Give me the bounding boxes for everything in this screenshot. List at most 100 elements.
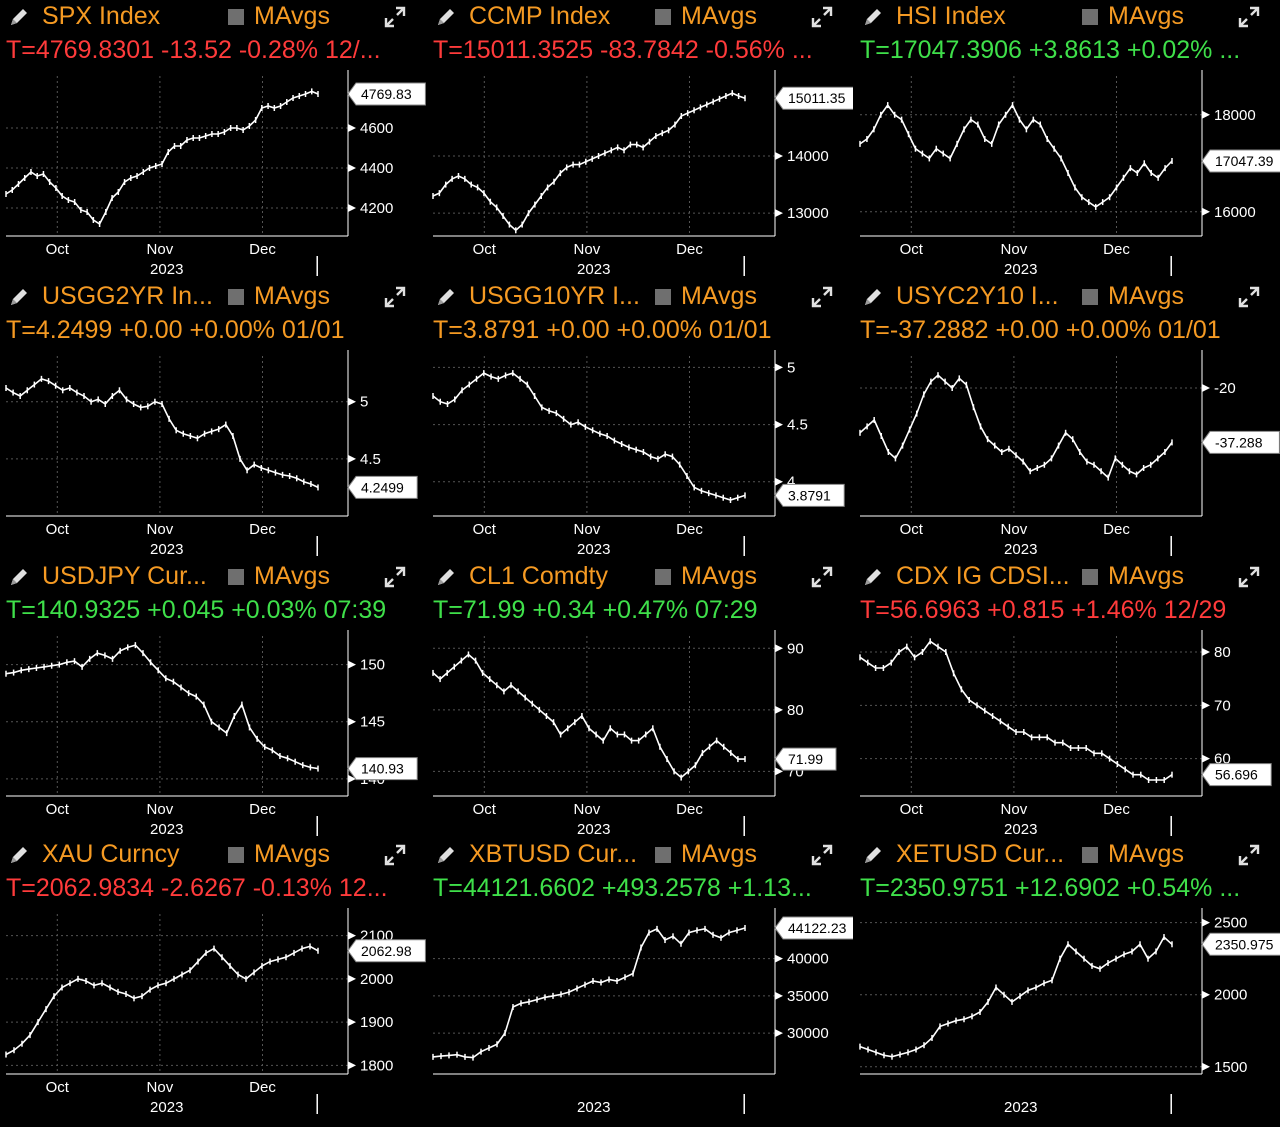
price-chart[interactable]: 30000 35000 40000 2023 44122.23 (427, 906, 853, 1116)
price-chart[interactable]: 13000 14000 Oct Nov Dec 2023 15011.35 (427, 68, 853, 278)
ticker-label[interactable]: HSI Index (896, 2, 1006, 30)
mavgs-label[interactable]: MAvgs (1108, 840, 1184, 868)
price-chart[interactable]: 4 4.5 5 Oct Nov Dec 2023 3.8791 (427, 348, 853, 558)
mavgs-label[interactable]: MAvgs (254, 562, 330, 590)
chart-panel[interactable]: SPX Index MAvgs T=4769.8301 -13.52 -0.28% … (0, 0, 426, 278)
pencil-icon[interactable] (8, 286, 30, 308)
mavgs-label[interactable]: MAvgs (681, 282, 757, 310)
mavgs-label[interactable]: MAvgs (681, 2, 757, 30)
chart-panel[interactable]: CDX IG CDSI... MAvgs T=56.6963 +0.815 +1.4… (854, 560, 1280, 838)
expand-icon[interactable] (382, 4, 408, 30)
expand-icon[interactable] (809, 284, 835, 310)
chart-panel[interactable]: XAU Curncy MAvgs T=2062.9834 -2.6267 -0.13… (0, 838, 426, 1116)
mavgs-checkbox[interactable] (1082, 289, 1098, 305)
y-tick-mark (348, 717, 356, 726)
chart-panel[interactable]: USGG2YR In... MAvgs T=4.2499 +0.00 +0.00% … (0, 280, 426, 558)
pencil-icon[interactable] (435, 566, 457, 588)
expand-icon[interactable] (809, 4, 835, 30)
y-tick-mark (1202, 754, 1210, 763)
price-chart[interactable]: 4.5 5 Oct Nov Dec 2023 4.2499 (0, 348, 426, 558)
mavgs-checkbox[interactable] (1082, 847, 1098, 863)
expand-icon[interactable] (382, 564, 408, 590)
expand-icon[interactable] (1236, 284, 1262, 310)
mavgs-label[interactable]: MAvgs (1108, 562, 1184, 590)
mavgs-checkbox[interactable] (655, 847, 671, 863)
expand-icon[interactable] (382, 842, 408, 868)
mavgs-label[interactable]: MAvgs (254, 2, 330, 30)
ticker-label[interactable]: XETUSD Cur... (896, 840, 1065, 868)
ticker-label[interactable]: XBTUSD Cur... (469, 840, 638, 868)
y-tick-label: 40000 (787, 951, 829, 968)
ticker-label[interactable]: CDX IG CDSI... (896, 562, 1070, 590)
price-chart[interactable]: 4200 4400 4600 Oct Nov Dec 2023 4769.83 (0, 68, 426, 278)
chart-panel[interactable]: USDJPY Cur... MAvgs T=140.9325 +0.045 +0.0… (0, 560, 426, 838)
pencil-icon[interactable] (435, 844, 457, 866)
ticker-label[interactable]: CCMP Index (469, 2, 611, 30)
expand-icon[interactable] (1236, 564, 1262, 590)
chart-panel[interactable]: XBTUSD Cur... MAvgs T=44121.6602 +493.2578… (427, 838, 853, 1116)
pencil-icon[interactable] (8, 566, 30, 588)
y-tick-label: 4.5 (360, 451, 381, 468)
mavgs-checkbox[interactable] (228, 847, 244, 863)
ticker-label[interactable]: SPX Index (42, 2, 161, 30)
ticker-label[interactable]: USYC2Y10 I... (896, 282, 1059, 310)
expand-icon[interactable] (809, 842, 835, 868)
x-tick-label: Oct (900, 241, 924, 258)
chart-panel[interactable]: XETUSD Cur... MAvgs T=2350.9751 +12.6902 +… (854, 838, 1280, 1116)
mavgs-label[interactable]: MAvgs (681, 562, 757, 590)
pencil-icon[interactable] (862, 286, 884, 308)
chart-panel[interactable]: USGG10YR I... MAvgs T=3.8791 +0.00 +0.00% … (427, 280, 853, 558)
y-tick-label: 30000 (787, 1025, 829, 1042)
price-chart[interactable]: 1500 2000 2500 2023 2350.975 (854, 906, 1280, 1116)
chart-panel[interactable]: CCMP Index MAvgs T=15011.3525 -83.7842 -0.… (427, 0, 853, 278)
y-tick-mark (348, 931, 356, 940)
expand-icon[interactable] (1236, 4, 1262, 30)
pencil-icon[interactable] (862, 6, 884, 28)
ticker-label[interactable]: USDJPY Cur... (42, 562, 207, 590)
mavgs-label[interactable]: MAvgs (1108, 2, 1184, 30)
mavgs-checkbox[interactable] (655, 289, 671, 305)
expand-icon[interactable] (809, 564, 835, 590)
mavgs-checkbox[interactable] (228, 9, 244, 25)
chart-panel[interactable]: CL1 Comdty MAvgs T=71.99 +0.34 +0.47% 07:2… (427, 560, 853, 838)
panel-header: CCMP Index MAvgs (427, 0, 853, 34)
mavgs-checkbox[interactable] (1082, 9, 1098, 25)
mavgs-checkbox[interactable] (655, 569, 671, 585)
chart-panel[interactable]: HSI Index MAvgs T=17047.3906 +3.8613 +0.02… (854, 0, 1280, 278)
y-tick-label: 14000 (787, 148, 829, 165)
price-chart[interactable]: -20 Oct Nov Dec 2023 -37.288 (854, 348, 1280, 558)
pencil-icon[interactable] (435, 6, 457, 28)
mavgs-checkbox[interactable] (655, 9, 671, 25)
pencil-icon[interactable] (435, 286, 457, 308)
year-label: 2023 (150, 1099, 183, 1116)
ticker-label[interactable]: USGG10YR I... (469, 282, 640, 310)
mavgs-checkbox[interactable] (1082, 569, 1098, 585)
expand-icon[interactable] (1236, 842, 1262, 868)
price-chart[interactable]: 140145150OctNovDec2023140.93 (0, 628, 426, 838)
series-line (432, 653, 745, 779)
chart-panel[interactable]: USYC2Y10 I... MAvgs T=-37.2882 +0.00 +0.00… (854, 280, 1280, 558)
last-price-tag: 2350.975 (1201, 932, 1280, 956)
price-chart[interactable]: 16000 18000 Oct Nov Dec 2023 17047.39 (854, 68, 1280, 278)
ticker-label[interactable]: USGG2YR In... (42, 282, 213, 310)
quote-line: T=44121.6602 +493.2578 +1.13... (433, 874, 812, 902)
mavgs-checkbox[interactable] (228, 569, 244, 585)
expand-icon[interactable] (382, 284, 408, 310)
x-tick-label: Oct (46, 801, 70, 818)
series-line (859, 935, 1173, 1058)
quote-line: T=2350.9751 +12.6902 +0.54% ... (860, 874, 1241, 902)
mavgs-label[interactable]: MAvgs (1108, 282, 1184, 310)
pencil-icon[interactable] (862, 844, 884, 866)
mavgs-label[interactable]: MAvgs (254, 840, 330, 868)
mavgs-checkbox[interactable] (228, 289, 244, 305)
mavgs-label[interactable]: MAvgs (254, 282, 330, 310)
pencil-icon[interactable] (862, 566, 884, 588)
ticker-label[interactable]: XAU Curncy (42, 840, 180, 868)
mavgs-label[interactable]: MAvgs (681, 840, 757, 868)
ticker-label[interactable]: CL1 Comdty (469, 562, 608, 590)
pencil-icon[interactable] (8, 844, 30, 866)
pencil-icon[interactable] (8, 6, 30, 28)
